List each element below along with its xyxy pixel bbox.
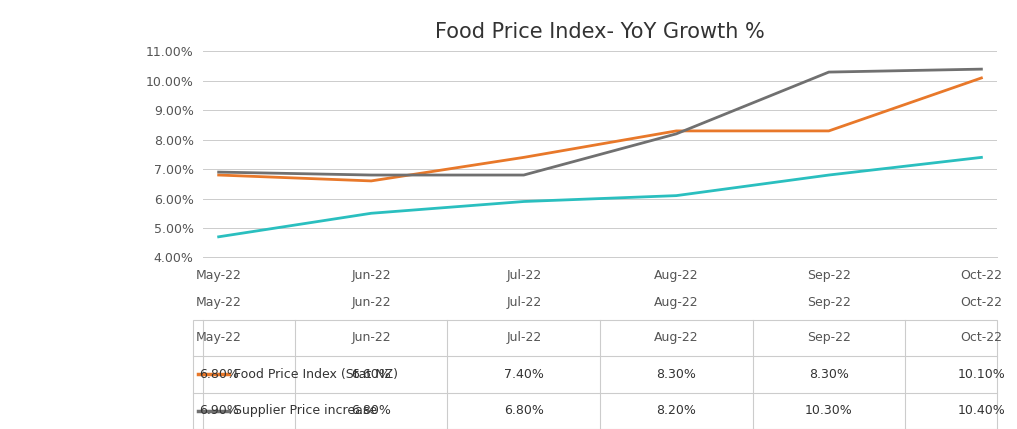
Text: 8.20%: 8.20% xyxy=(656,404,697,417)
Text: 10.30%: 10.30% xyxy=(805,404,852,417)
Text: Sep-22: Sep-22 xyxy=(806,331,851,344)
Text: 6.80%: 6.80% xyxy=(198,368,239,381)
Text: 6.90%: 6.90% xyxy=(198,404,239,417)
Text: May-22: May-22 xyxy=(195,296,242,309)
Text: Sep-22: Sep-22 xyxy=(806,296,851,309)
Text: 7.40%: 7.40% xyxy=(503,368,544,381)
Text: 10.40%: 10.40% xyxy=(958,404,1005,417)
Text: 6.60%: 6.60% xyxy=(351,368,392,381)
Text: Food Price Index (Stat NZ): Food Price Index (Stat NZ) xyxy=(234,368,398,381)
Text: Jun-22: Jun-22 xyxy=(352,331,391,344)
Text: Jul-22: Jul-22 xyxy=(506,296,541,309)
Text: Aug-22: Aug-22 xyxy=(654,296,699,309)
Text: 10.10%: 10.10% xyxy=(958,368,1005,381)
Title: Food Price Index- YoY Growth %: Food Price Index- YoY Growth % xyxy=(435,21,765,42)
Text: 8.30%: 8.30% xyxy=(656,368,697,381)
Text: Jul-22: Jul-22 xyxy=(506,331,541,344)
Text: May-22: May-22 xyxy=(195,331,242,344)
Text: Oct-22: Oct-22 xyxy=(960,296,1003,309)
Text: 6.80%: 6.80% xyxy=(351,404,392,417)
Text: Jun-22: Jun-22 xyxy=(352,296,391,309)
Text: Oct-22: Oct-22 xyxy=(960,331,1003,344)
Text: 6.80%: 6.80% xyxy=(503,404,544,417)
Text: Aug-22: Aug-22 xyxy=(654,331,699,344)
Text: Supplier Price increase: Supplier Price increase xyxy=(234,404,377,417)
Text: 8.30%: 8.30% xyxy=(809,368,849,381)
